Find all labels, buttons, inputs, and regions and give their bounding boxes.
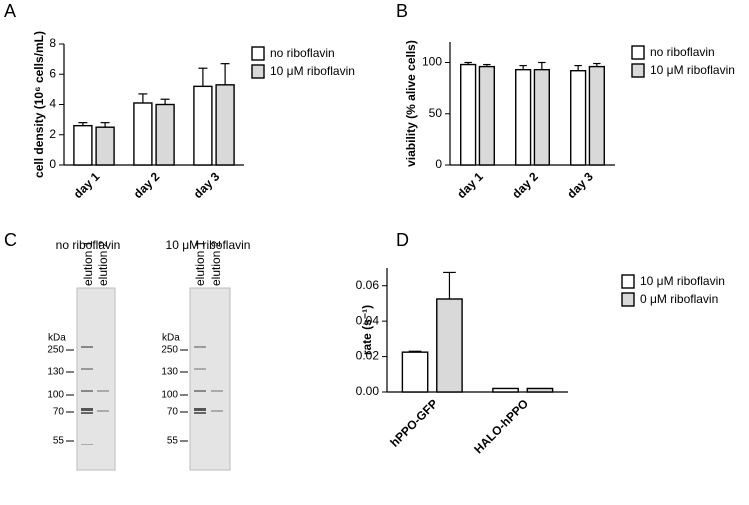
- lane-label: elution 2: [209, 240, 223, 286]
- y-tick-label: 100: [422, 55, 442, 69]
- gel-image: [189, 287, 231, 471]
- bar: [73, 124, 93, 166]
- error-bar: [138, 93, 148, 103]
- gel-blot: [189, 287, 231, 471]
- bar: [401, 351, 429, 393]
- legend-swatch: [251, 46, 265, 61]
- gel-band: [81, 412, 93, 414]
- gel-band: [211, 410, 223, 412]
- unit-label: kDa: [162, 333, 180, 344]
- unit-label: kDa: [48, 333, 66, 344]
- bar: [215, 84, 235, 166]
- bar: [193, 85, 213, 166]
- legend-label: no riboflavin: [650, 45, 715, 59]
- y-axis-title: viability (% alive cells): [404, 40, 418, 167]
- y-tick-label: 0.04: [356, 313, 380, 327]
- y-tick-label: 0.00: [356, 384, 380, 398]
- bar: [478, 65, 495, 166]
- gel-blot: [76, 287, 116, 471]
- gel-band: [81, 408, 93, 411]
- bar: [133, 102, 153, 166]
- error-bar: [443, 271, 456, 299]
- error-bar: [160, 98, 170, 105]
- error-bar: [220, 63, 230, 85]
- legend-swatch: [621, 274, 635, 289]
- y-tick-label: 0: [49, 157, 56, 171]
- blot-title: no riboflavin: [56, 238, 121, 252]
- marker-label: 100: [161, 390, 178, 401]
- y-tick-label: 8: [49, 36, 56, 50]
- error-bar: [198, 67, 208, 87]
- bar: [515, 68, 532, 166]
- gel-band: [194, 368, 206, 370]
- marker-label: 250: [161, 345, 178, 356]
- y-tick-label: 2: [49, 127, 56, 141]
- panel-label: A: [4, 1, 16, 21]
- gel-band: [97, 410, 109, 412]
- gel-image: [76, 287, 116, 471]
- error-bar: [574, 64, 582, 71]
- panel-label: B: [396, 1, 408, 21]
- legend-label: 10 μM riboflavin: [650, 63, 735, 77]
- legend-label: no riboflavin: [270, 46, 335, 60]
- gel-band: [194, 390, 206, 392]
- gel-band: [81, 390, 93, 392]
- bar: [436, 298, 463, 393]
- y-axis-title: rate (s⁻¹): [360, 305, 374, 355]
- y-tick-label: 0: [435, 157, 442, 171]
- panel-label: C: [4, 230, 17, 250]
- legend-swatch: [251, 64, 265, 79]
- bar: [155, 103, 175, 166]
- error-bar: [538, 61, 546, 70]
- marker-label: 100: [47, 390, 64, 401]
- bar: [492, 387, 519, 393]
- legend-label: 10 μM riboflavin: [640, 274, 725, 288]
- legend-swatch: [621, 292, 635, 307]
- blot-title: 10 μM riboflavin: [166, 238, 251, 252]
- gel-band: [81, 444, 93, 445]
- y-tick-label: 0.06: [356, 278, 380, 292]
- gel-band: [194, 408, 206, 411]
- y-axis-title: cell density (10⁶ cells/mL): [32, 31, 46, 178]
- bar: [460, 63, 477, 166]
- gel-band: [81, 368, 93, 370]
- marker-label: 130: [47, 367, 64, 378]
- gel-band: [211, 390, 223, 392]
- marker-label: 70: [167, 407, 179, 418]
- y-tick-label: 0.02: [356, 349, 380, 363]
- bar: [588, 65, 605, 166]
- marker-label: 70: [53, 407, 65, 418]
- bar: [570, 69, 587, 166]
- legend-swatch: [631, 63, 645, 78]
- y-tick-label: 4: [49, 97, 56, 111]
- error-bar: [100, 122, 110, 128]
- legend-label: 10 μM riboflavin: [270, 64, 355, 78]
- gel-band: [194, 412, 206, 414]
- y-tick-label: 6: [49, 66, 56, 80]
- lane-label: elution 1: [81, 240, 95, 286]
- lane-label: elution 2: [96, 240, 110, 286]
- marker-label: 55: [53, 436, 65, 447]
- gel-band: [194, 346, 206, 348]
- marker-label: 250: [47, 345, 64, 356]
- legend-swatch: [631, 45, 645, 60]
- marker-label: 130: [161, 367, 178, 378]
- gel-band: [97, 390, 109, 392]
- gel-band: [81, 346, 93, 348]
- bar: [533, 68, 550, 166]
- legend-label: 0 μM riboflavin: [640, 292, 718, 306]
- y-tick-label: 50: [429, 106, 443, 120]
- panel-label: D: [396, 230, 409, 250]
- bar: [526, 387, 554, 393]
- lane-label: elution 1: [193, 240, 207, 286]
- bar: [95, 126, 115, 166]
- marker-label: 55: [167, 436, 179, 447]
